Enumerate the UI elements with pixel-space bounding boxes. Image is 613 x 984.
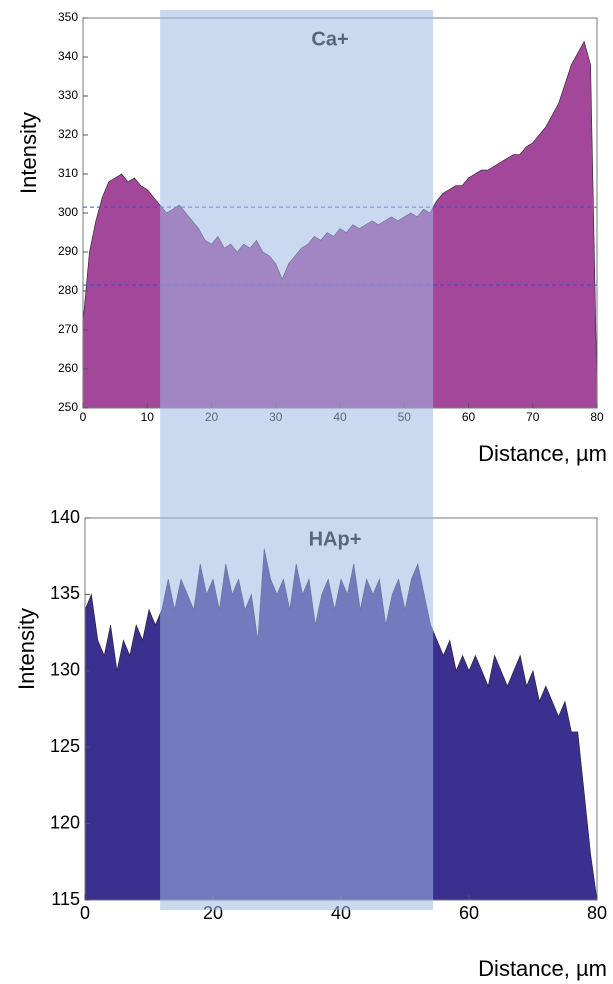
y-tick-label: 120 (50, 812, 80, 832)
y-tick-label: 280 (58, 283, 78, 297)
highlight-band (160, 10, 434, 910)
x-tick-label: 70 (526, 410, 540, 424)
x-tick-label: 10 (141, 410, 155, 424)
y-tick-label: 250 (58, 400, 78, 414)
y-tick-label: 125 (50, 736, 80, 756)
x-tick-label: 0 (80, 410, 87, 424)
y-axis-label: Intensity (14, 608, 39, 690)
y-tick-label: 350 (58, 10, 78, 24)
y-tick-label: 260 (58, 361, 78, 375)
y-tick-label: 135 (50, 583, 80, 603)
y-axis-label: Intensity (16, 112, 41, 194)
x-tick-label: 60 (459, 903, 479, 923)
y-tick-label: 115 (51, 889, 80, 909)
x-tick-label: 80 (590, 410, 604, 424)
x-axis-label: Distance, µm (478, 441, 607, 466)
y-tick-label: 340 (58, 49, 78, 63)
y-tick-label: 270 (58, 322, 78, 336)
x-axis-label: Distance, µm (478, 956, 607, 981)
y-tick-label: 290 (58, 244, 78, 258)
y-tick-label: 140 (50, 507, 80, 527)
x-tick-label: 80 (587, 903, 607, 923)
y-tick-label: 320 (58, 127, 78, 141)
y-tick-label: 130 (50, 660, 80, 680)
x-tick-label: 60 (462, 410, 476, 424)
x-tick-label: 0 (80, 903, 90, 923)
y-tick-label: 330 (58, 88, 78, 102)
y-tick-label: 300 (58, 205, 78, 219)
y-tick-label: 310 (58, 166, 78, 180)
